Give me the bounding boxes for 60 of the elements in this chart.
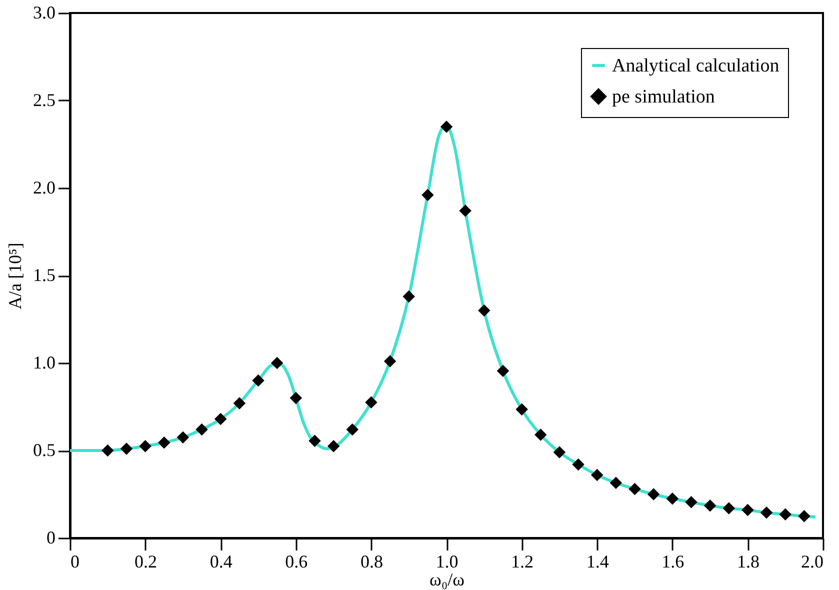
point	[252, 374, 264, 387]
y-tick-label: 0.5	[33, 440, 56, 460]
point	[553, 446, 566, 458]
x-tick-label: 1.0	[436, 552, 458, 572]
y-axis-title: A/a [10⁵]	[5, 242, 25, 310]
y-tick-label: 2.5	[33, 90, 56, 110]
point	[779, 508, 792, 520]
x-tick-label: 0.6	[285, 552, 308, 572]
x-axis-title: ω₀/ω	[430, 570, 465, 590]
point	[384, 355, 396, 368]
point	[120, 442, 133, 455]
point	[628, 482, 641, 496]
point	[402, 290, 415, 303]
point	[496, 364, 510, 377]
point	[176, 431, 190, 444]
x-tick-label: 1.2	[511, 552, 534, 572]
point	[610, 476, 622, 489]
point	[214, 412, 227, 426]
point	[102, 444, 114, 457]
point	[270, 356, 284, 370]
point	[158, 436, 170, 449]
point	[798, 510, 810, 522]
y-tick-label: 0	[46, 528, 56, 548]
legend-label: Analytical calculation	[612, 56, 780, 76]
point	[233, 397, 246, 410]
point	[760, 506, 773, 519]
point	[422, 188, 434, 202]
point	[290, 392, 302, 404]
point	[722, 502, 735, 514]
point	[704, 500, 716, 512]
point	[196, 423, 208, 436]
point	[647, 488, 660, 500]
x-tick-label: 1.6	[662, 552, 684, 572]
point	[572, 458, 584, 471]
point	[459, 204, 472, 217]
point	[590, 468, 604, 482]
point	[742, 504, 754, 516]
point	[327, 440, 340, 452]
y-tick-label: 2.0	[33, 178, 56, 198]
legend-label: pe simulation	[612, 86, 716, 108]
y-tick-label: 3.0	[33, 2, 56, 22]
point	[685, 496, 698, 508]
y-tick-label: 1.0	[33, 352, 56, 372]
x-tick-label: 0.8	[360, 552, 383, 572]
x-tick-label: 0.4	[210, 552, 232, 572]
x-tick-label: 0.2	[134, 552, 158, 572]
x-tick-label: 1.4	[586, 552, 609, 572]
point	[308, 434, 321, 447]
point	[478, 304, 490, 317]
point	[666, 492, 679, 505]
point	[516, 403, 528, 416]
point	[139, 440, 152, 452]
point	[440, 120, 453, 133]
x-tick-label: 1.8	[736, 552, 760, 572]
x-tick-label: 0	[70, 552, 80, 572]
y-tick-label: 1.5	[33, 265, 56, 285]
point	[346, 423, 358, 436]
x-tick-label: 2.0	[801, 552, 824, 572]
point	[365, 396, 378, 408]
point	[534, 428, 547, 441]
